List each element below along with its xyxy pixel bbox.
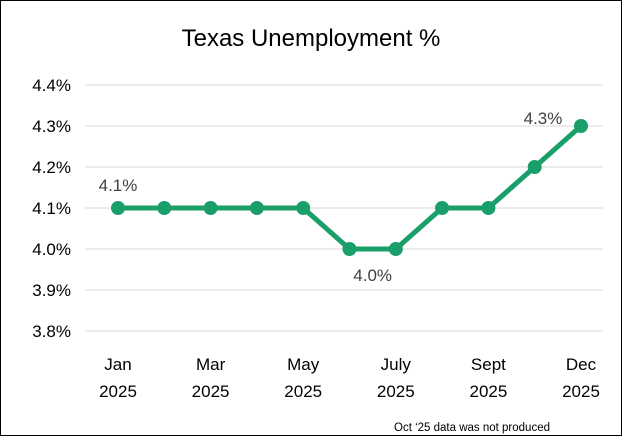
x-tick-label-month: Jan (104, 355, 131, 374)
y-tick-label: 4.3% (32, 117, 71, 136)
x-tick-label-month: July (381, 355, 412, 374)
data-point (435, 201, 450, 215)
x-tick-label-year: 2025 (469, 382, 507, 401)
x-tick-label-year: 2025 (99, 382, 137, 401)
y-tick-label: 3.8% (32, 322, 71, 341)
y-tick-label: 4.4% (32, 76, 71, 95)
data-point (296, 201, 311, 215)
x-tick-label-month: May (287, 355, 320, 374)
data-label-july: 4.0% (353, 266, 392, 285)
y-axis-ticks: 3.8% 3.9% 4.0% 4.1% 4.2% 4.3% 4.4% (32, 76, 71, 341)
data-point (249, 201, 264, 215)
x-tick-label-year: 2025 (562, 382, 600, 401)
x-tick-label-month: Sept (471, 355, 506, 374)
chart-title: Texas Unemployment % (182, 25, 441, 52)
data-point (342, 242, 357, 256)
x-tick-label-month: Dec (566, 355, 597, 374)
y-tick-label: 4.0% (32, 240, 71, 259)
data-point (203, 201, 218, 215)
y-tick-label: 4.1% (32, 199, 71, 218)
x-tick-label-month: Mar (196, 355, 226, 374)
data-point (574, 119, 588, 133)
data-point (527, 160, 542, 174)
y-tick-label: 4.2% (32, 158, 71, 177)
series-layer (111, 119, 588, 256)
x-tick-label-year: 2025 (377, 382, 415, 401)
data-point (481, 201, 496, 215)
footnote: Oct ‘25 data was not produced (394, 422, 550, 434)
x-tick-label-year: 2025 (192, 382, 230, 401)
x-axis-ticks: Jan 2025 Mar 2025 May 2025 July 2025 Sept 2025 Dec… (99, 355, 600, 401)
series-line (118, 124, 583, 252)
data-point (157, 201, 172, 215)
data-point (388, 242, 403, 256)
y-tick-label: 3.9% (32, 281, 71, 300)
x-tick-label-year: 2025 (284, 382, 322, 401)
data-point (111, 201, 125, 215)
data-label-jan: 4.1% (99, 176, 138, 195)
data-label-dec: 4.3% (524, 109, 563, 128)
